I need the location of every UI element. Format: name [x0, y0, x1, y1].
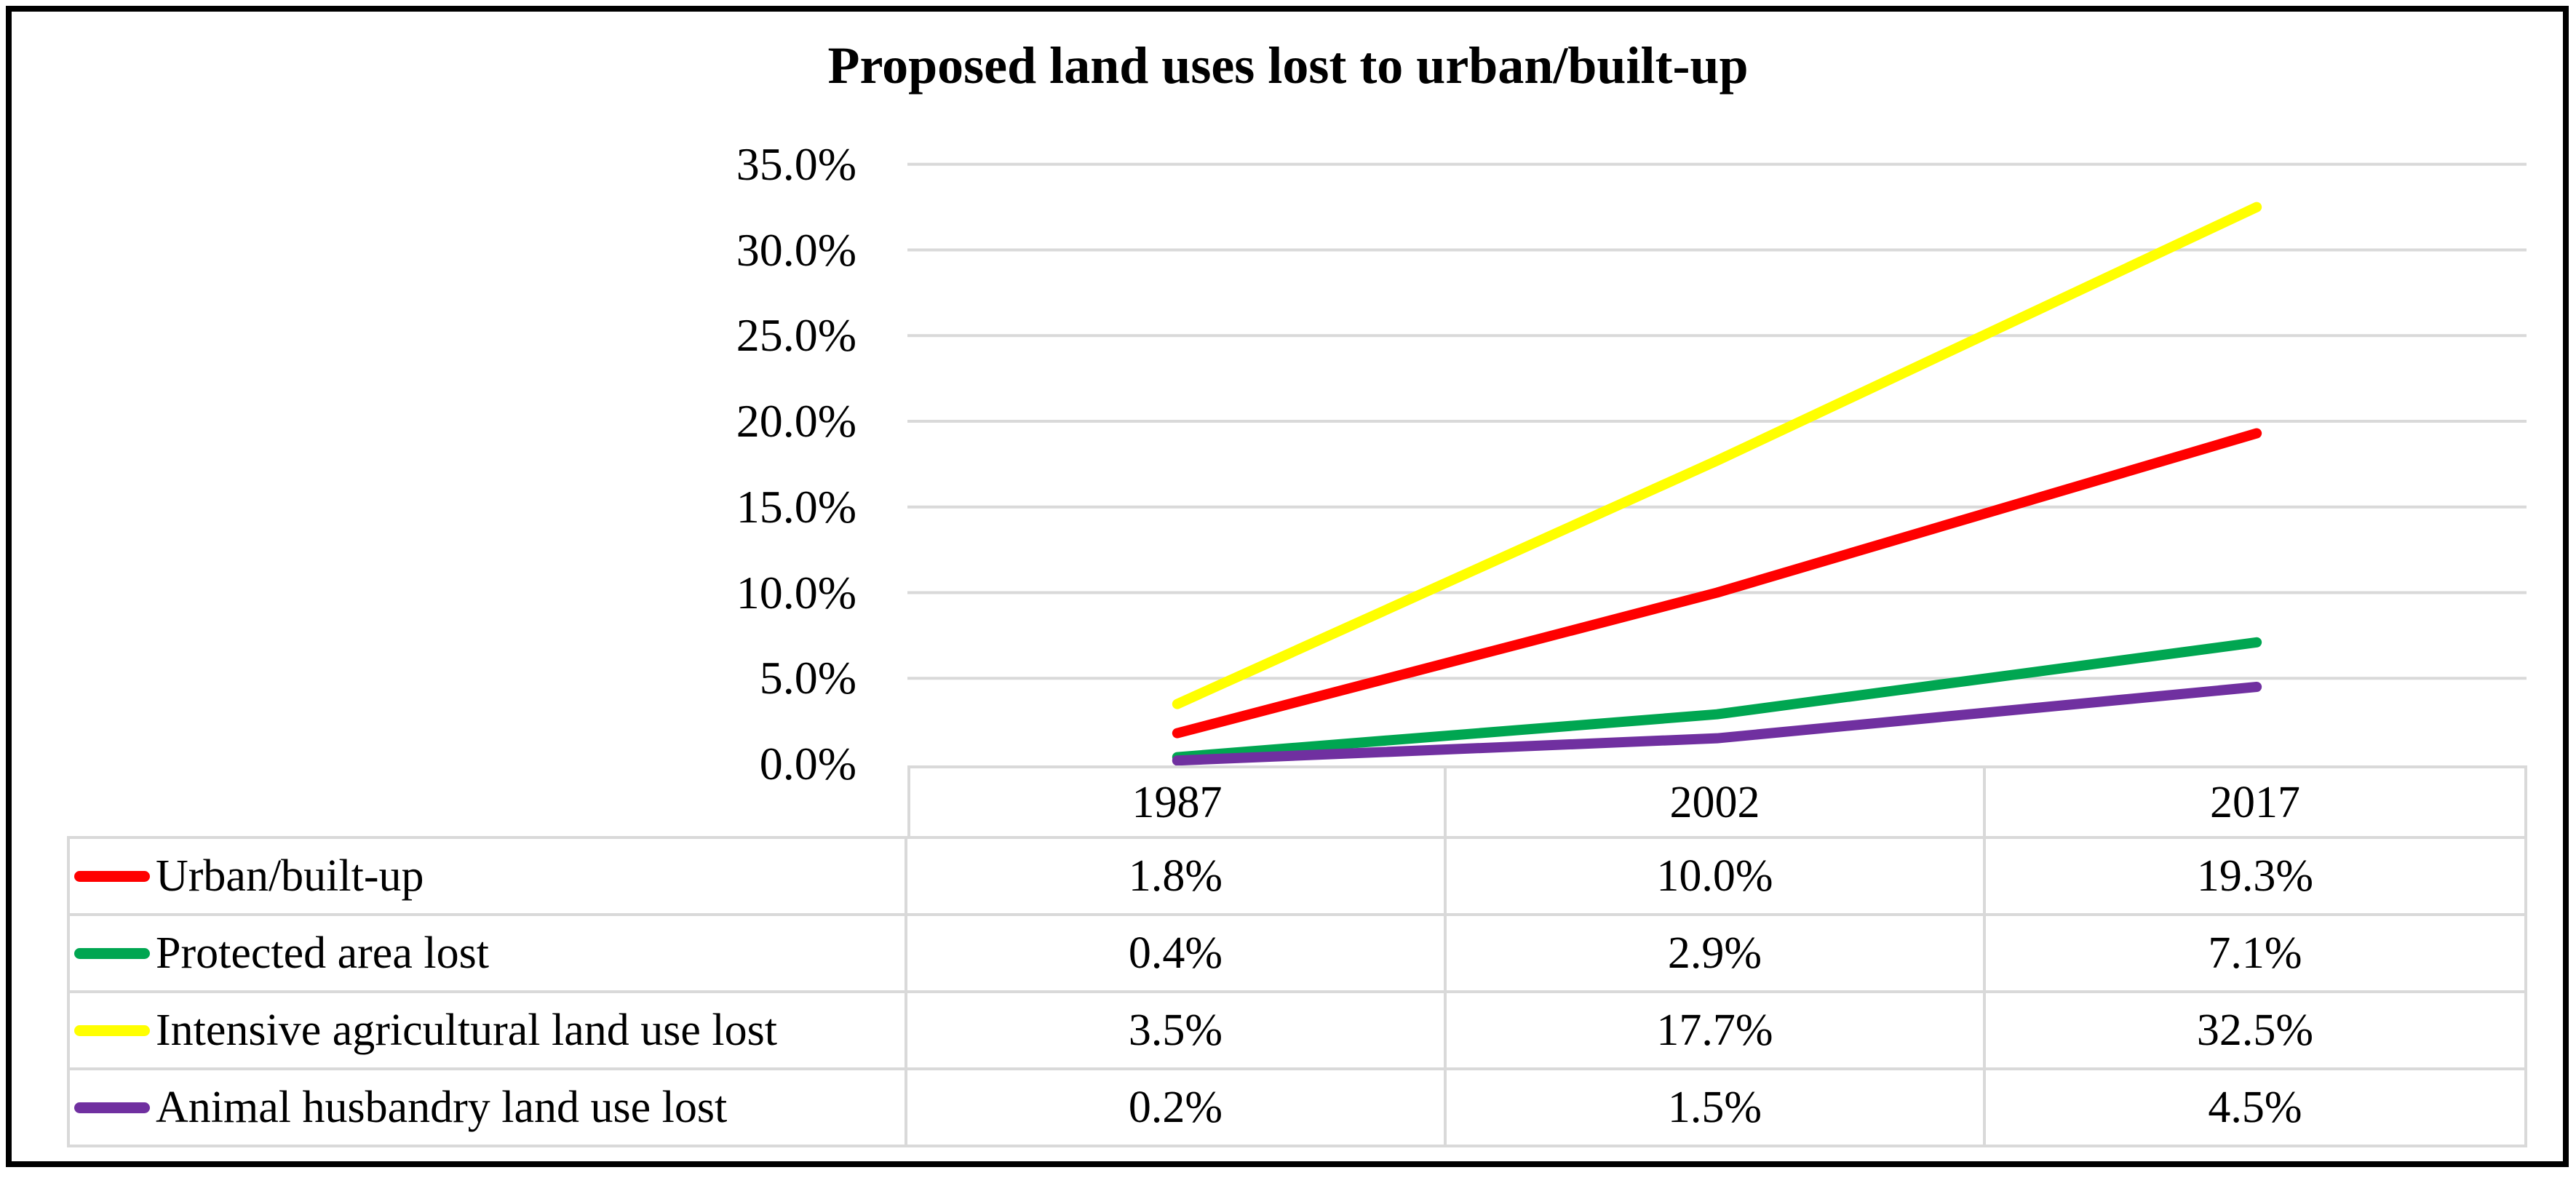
- table-cell-animal-husbandry-land-use-lost: 0.2%: [907, 1070, 1447, 1147]
- column-header-2002: 2002: [1447, 765, 1986, 839]
- table-corner-cell: [67, 765, 907, 839]
- series-line-intensive-agricultural-land-use-lost: [1172, 202, 2262, 709]
- y-axis-tick-label: 10.0%: [736, 566, 856, 618]
- table-cell-urban-built-up: 19.3%: [1986, 839, 2527, 916]
- table-cell-protected-area-lost: 0.4%: [907, 916, 1447, 993]
- legend-row-label-protected-area-lost: Protected area lost: [67, 916, 907, 993]
- chart-outer-frame: [6, 6, 2569, 1167]
- y-axis-tick-label: 25.0%: [736, 309, 856, 362]
- chart-title: Proposed land uses lost to urban/built-u…: [827, 36, 1749, 95]
- table-cell-protected-area-lost: 2.9%: [1447, 916, 1986, 993]
- column-header-2017: 2017: [1986, 765, 2527, 839]
- series-label: Protected area lost: [156, 928, 489, 978]
- y-axis-tick-label: 0.0%: [759, 738, 856, 789]
- series-swatch-icon: [74, 947, 150, 959]
- legend-row-label-animal-husbandry-land-use-lost: Animal husbandry land use lost: [67, 1070, 907, 1147]
- table-cell-protected-area-lost: 7.1%: [1986, 916, 2527, 993]
- series-line-protected-area-lost: [1172, 637, 2262, 763]
- series-label: Urban/built-up: [156, 851, 424, 901]
- series-swatch-icon: [74, 1024, 150, 1036]
- table-cell-intensive-agricultural-land-use-lost: 3.5%: [907, 993, 1447, 1070]
- column-header-1987: 1987: [907, 765, 1447, 839]
- series-swatch-icon: [74, 870, 150, 882]
- table-cell-animal-husbandry-land-use-lost: 1.5%: [1447, 1070, 1986, 1147]
- table-cell-animal-husbandry-land-use-lost: 4.5%: [1986, 1070, 2527, 1147]
- y-axis-tick-label: 35.0%: [736, 138, 856, 190]
- table-cell-urban-built-up: 1.8%: [907, 839, 1447, 916]
- series-label: Intensive agricultural land use lost: [156, 1006, 777, 1055]
- data-table: 1987 2002 2017 Urban/built-up 1.8% 10.0% 19.3%…: [67, 765, 2527, 1147]
- y-axis-tick-label: 30.0%: [736, 223, 856, 276]
- series-line-animal-husbandry-land-use-lost: [1172, 682, 2262, 766]
- series-label: Animal husbandry land use lost: [156, 1083, 728, 1132]
- table-cell-intensive-agricultural-land-use-lost: 17.7%: [1447, 993, 1986, 1070]
- series-swatch-icon: [74, 1102, 150, 1113]
- y-axis-tick-label: 5.0%: [759, 652, 856, 704]
- y-axis-tick-label: 15.0%: [736, 480, 856, 533]
- table-cell-urban-built-up: 10.0%: [1447, 839, 1986, 916]
- y-axis-tick-label: 20.0%: [736, 395, 856, 447]
- legend-row-label-urban-built-up: Urban/built-up: [67, 839, 907, 916]
- legend-row-label-intensive-agricultural-land-use-lost: Intensive agricultural land use lost: [67, 993, 907, 1070]
- series-line-urban-built-up: [1172, 428, 2262, 739]
- table-cell-intensive-agricultural-land-use-lost: 32.5%: [1986, 993, 2527, 1070]
